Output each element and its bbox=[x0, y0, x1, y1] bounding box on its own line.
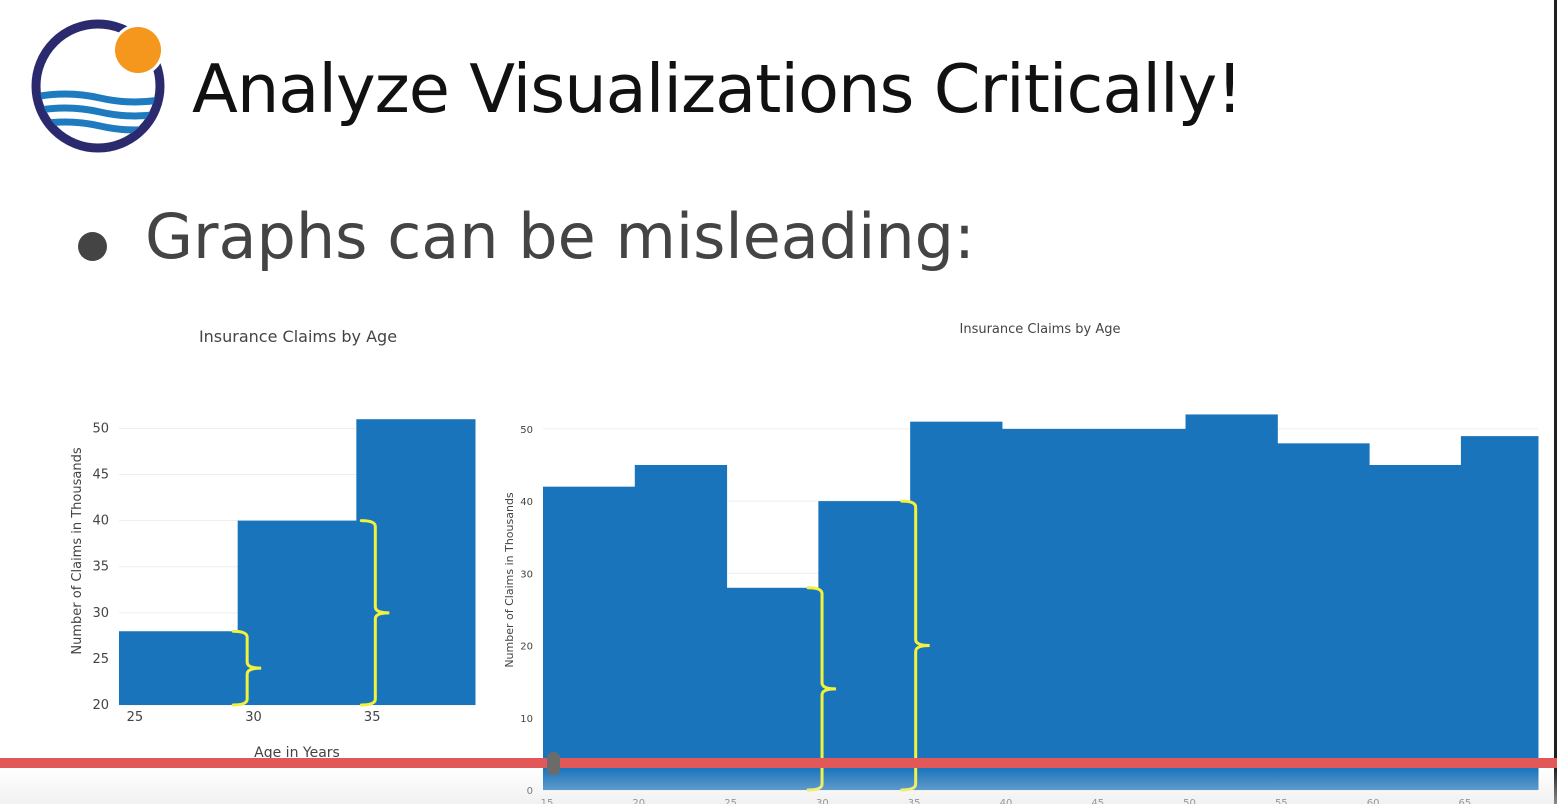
bar bbox=[910, 421, 1003, 790]
chart-title: Insurance Claims by Age bbox=[199, 327, 397, 346]
bar bbox=[543, 486, 636, 790]
y-tick-label: 20 bbox=[92, 698, 109, 713]
bar bbox=[237, 520, 357, 705]
y-tick-label: 50 bbox=[520, 425, 533, 436]
bullet-icon bbox=[78, 232, 107, 261]
bar bbox=[726, 587, 819, 790]
bar bbox=[1093, 428, 1187, 790]
x-tick-label: 35 bbox=[908, 798, 921, 804]
y-tick-label: 35 bbox=[92, 560, 109, 575]
y-axis-label: Number of Claims in Thousands bbox=[503, 492, 516, 668]
y-tick-label: 50 bbox=[92, 421, 109, 436]
bar bbox=[1460, 436, 1539, 790]
bar bbox=[1185, 414, 1278, 790]
y-tick-label: 45 bbox=[92, 468, 109, 483]
x-tick-label: 65 bbox=[1459, 798, 1472, 804]
x-tick-label: 45 bbox=[1091, 798, 1104, 804]
x-axis-label: Age in Years bbox=[254, 745, 340, 761]
x-tick-label: 15 bbox=[541, 798, 554, 804]
bar bbox=[1277, 443, 1370, 790]
y-axis-label: Number of Claims in Thousands bbox=[70, 447, 85, 654]
y-tick-label: 40 bbox=[520, 497, 533, 508]
bar bbox=[1001, 428, 1095, 790]
slide-title: Analyze Visualizations Critically! bbox=[192, 50, 1243, 128]
y-tick-label: 40 bbox=[92, 514, 109, 529]
y-tick-label: 30 bbox=[92, 606, 109, 621]
x-tick-label: 60 bbox=[1367, 798, 1380, 804]
right-bar-chart: Insurance Claims by Age Number of Claims… bbox=[503, 322, 1539, 804]
x-tick-label: 20 bbox=[632, 798, 645, 804]
x-tick-label: 30 bbox=[816, 798, 829, 804]
y-tick-label: 10 bbox=[520, 714, 533, 725]
video-progress-handle[interactable] bbox=[547, 752, 560, 775]
annotation-brace bbox=[359, 519, 390, 707]
y-tick-label: 20 bbox=[520, 642, 533, 653]
sun-over-waves-logo-icon bbox=[31, 19, 165, 153]
window-edge bbox=[1554, 0, 1557, 804]
x-tick-label: 30 bbox=[245, 710, 262, 725]
bullet-text: Graphs can be misleading: bbox=[145, 200, 975, 273]
y-tick-label: 30 bbox=[520, 569, 533, 580]
x-tick-label: 55 bbox=[1275, 798, 1288, 804]
x-tick-label: 40 bbox=[1000, 798, 1013, 804]
chart-title: Insurance Claims by Age bbox=[960, 322, 1121, 337]
bar bbox=[818, 501, 911, 790]
bar bbox=[634, 465, 728, 790]
y-tick-label: 0 bbox=[527, 786, 533, 797]
x-tick-label: 25 bbox=[127, 710, 144, 725]
bar bbox=[1369, 465, 1462, 790]
left-bar-chart: Insurance Claims by Age Number of Claims… bbox=[70, 327, 476, 761]
bar bbox=[119, 631, 239, 705]
y-tick-label: 25 bbox=[92, 652, 109, 667]
x-tick-label: 25 bbox=[724, 798, 737, 804]
x-tick-label: 35 bbox=[364, 710, 381, 725]
annotation-brace bbox=[231, 629, 262, 707]
video-progress-bar[interactable] bbox=[0, 758, 1557, 768]
x-tick-label: 50 bbox=[1183, 798, 1196, 804]
